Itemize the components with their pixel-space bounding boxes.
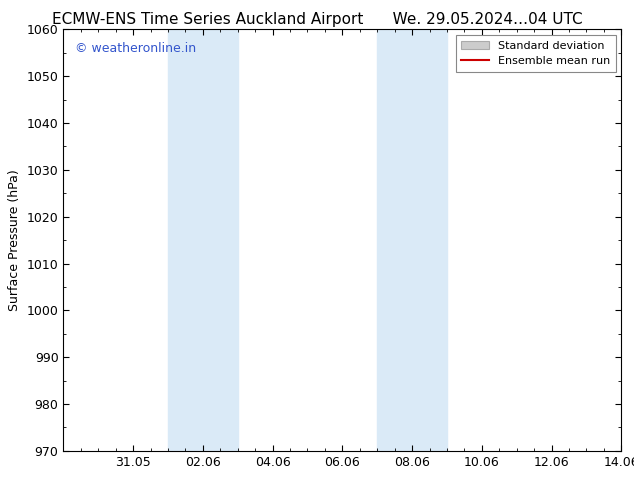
Text: © weatheronline.in: © weatheronline.in — [75, 42, 196, 55]
Y-axis label: Surface Pressure (hPa): Surface Pressure (hPa) — [8, 169, 21, 311]
Bar — [168, 29, 238, 451]
Bar — [377, 29, 447, 451]
Text: ECMW-ENS Time Series Auckland Airport      We. 29.05.2024…04 UTC: ECMW-ENS Time Series Auckland Airport We… — [52, 12, 582, 27]
Legend: Standard deviation, Ensemble mean run: Standard deviation, Ensemble mean run — [456, 35, 616, 72]
